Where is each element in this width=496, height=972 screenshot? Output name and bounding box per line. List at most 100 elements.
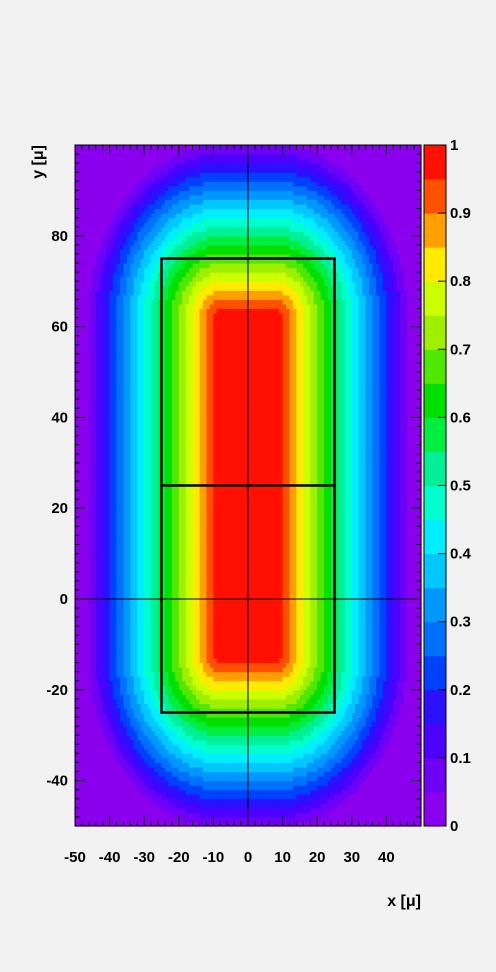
heatmap-cell	[99, 803, 104, 809]
heatmap-cell	[171, 644, 176, 650]
heatmap-cell	[130, 231, 135, 237]
heatmap-cell	[123, 376, 128, 382]
heatmap-cell	[119, 721, 125, 727]
heatmap-cell	[113, 567, 118, 573]
heatmap-cell	[161, 571, 166, 577]
heatmap-cell	[119, 480, 125, 487]
heatmap-cell	[133, 707, 138, 714]
heatmap-cell	[99, 449, 104, 455]
heatmap-cell	[175, 490, 180, 496]
heatmap-cell	[88, 240, 93, 246]
heatmap-cell	[164, 512, 170, 518]
heatmap-cell	[189, 662, 194, 668]
heatmap-cell	[147, 726, 152, 732]
heatmap-cell	[106, 766, 111, 773]
heatmap-cell	[182, 208, 187, 214]
heatmap-cell	[178, 335, 183, 341]
heatmap-cell	[147, 331, 152, 337]
heatmap-cell	[81, 158, 86, 164]
heatmap-cell	[164, 263, 170, 269]
heatmap-cell	[154, 303, 159, 310]
heatmap-cell	[147, 240, 152, 246]
heatmap-cell	[164, 621, 170, 627]
heatmap-cell	[75, 798, 80, 804]
heatmap-cell	[85, 807, 90, 813]
heatmap-cell	[88, 689, 93, 695]
heatmap-cell	[147, 621, 152, 627]
heatmap-cell	[102, 453, 107, 459]
heatmap-cell	[106, 281, 111, 287]
heatmap-cell	[130, 190, 135, 196]
heatmap-cell	[113, 213, 118, 219]
heatmap-cell	[102, 199, 107, 205]
heatmap-cell	[75, 517, 80, 523]
heatmap-cell	[85, 549, 90, 555]
heatmap-cell	[151, 544, 156, 550]
heatmap-cell	[185, 235, 190, 241]
heatmap-cell	[75, 381, 80, 387]
heatmap-cell	[140, 662, 145, 668]
heatmap-cell	[158, 490, 163, 496]
heatmap-cell	[102, 272, 107, 278]
heatmap-cell	[175, 181, 180, 187]
heatmap-cell	[85, 721, 90, 727]
heatmap-cell	[175, 394, 180, 400]
heatmap-cell	[123, 653, 128, 659]
heatmap-cell	[78, 163, 83, 169]
heatmap-cell	[178, 589, 183, 596]
heatmap-cell	[133, 717, 138, 723]
heatmap-cell	[137, 612, 142, 618]
heatmap-cell	[133, 671, 138, 677]
heatmap-cell	[164, 617, 170, 623]
heatmap-cell	[126, 494, 131, 500]
heatmap-cell	[88, 458, 93, 464]
heatmap-cell	[182, 344, 187, 350]
heatmap-cell	[88, 508, 93, 514]
heatmap-cell	[75, 145, 80, 151]
heatmap-cell	[113, 503, 118, 509]
heatmap-cell	[185, 508, 190, 514]
heatmap-cell	[88, 812, 93, 818]
heatmap-cell	[85, 680, 90, 686]
heatmap-cell	[178, 154, 183, 160]
heatmap-cell	[106, 145, 111, 151]
heatmap-cell	[81, 803, 86, 809]
heatmap-cell	[144, 535, 149, 541]
heatmap-cell	[88, 807, 93, 813]
heatmap-cell	[126, 803, 131, 809]
heatmap-cell	[75, 163, 80, 169]
heatmap-cell	[130, 362, 135, 369]
heatmap-cell	[123, 585, 128, 591]
heatmap-cell	[178, 376, 183, 382]
heatmap-cell	[130, 217, 135, 223]
heatmap-cell	[95, 512, 100, 518]
heatmap-cell	[130, 780, 135, 786]
heatmap-cell	[133, 258, 138, 264]
heatmap-cell	[151, 517, 156, 523]
heatmap-cell	[137, 431, 142, 437]
heatmap-cell	[99, 367, 104, 373]
heatmap-cell	[85, 621, 90, 627]
heatmap-cell	[126, 222, 131, 228]
heatmap-cell	[95, 385, 100, 391]
heatmap-cell	[92, 776, 97, 782]
heatmap-cell	[78, 476, 83, 482]
heatmap-cell	[109, 403, 114, 409]
heatmap-cell	[154, 435, 159, 441]
heatmap-cell	[144, 353, 149, 359]
heatmap-cell	[109, 335, 114, 341]
heatmap-cell	[189, 816, 194, 823]
heatmap-cell	[119, 785, 125, 791]
heatmap-cell	[144, 272, 149, 278]
heatmap-cell	[81, 499, 86, 505]
heatmap-cell	[189, 762, 194, 768]
heatmap-cell	[158, 594, 163, 600]
heatmap-cell	[102, 671, 107, 677]
heatmap-cell	[182, 558, 187, 564]
heatmap-cell	[144, 449, 149, 455]
heatmap-cell	[185, 730, 190, 736]
heatmap-cell	[189, 776, 194, 782]
heatmap-cell	[182, 376, 187, 382]
heatmap-cell	[164, 199, 170, 205]
heatmap-cell	[133, 503, 138, 509]
